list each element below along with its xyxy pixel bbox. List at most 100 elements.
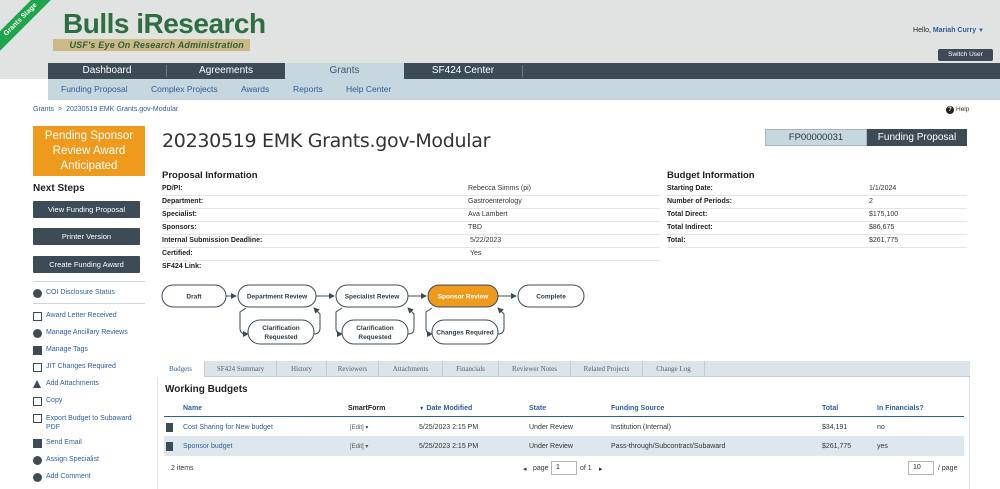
document-icon <box>166 423 173 432</box>
info-value: $86,675 <box>869 224 895 231</box>
caret-down-icon: ▾ <box>365 425 369 431</box>
info-row: Total: $261,775 <box>667 235 967 248</box>
info-value: Ava Lambert <box>468 211 508 218</box>
comment-icon <box>33 473 42 482</box>
help-link[interactable]: ? Help <box>946 106 969 114</box>
tab-reviewers[interactable]: Reviewers <box>327 361 379 377</box>
workflow-diagram: Draft Department Review Specialist Revie… <box>161 284 585 345</box>
nav-tab-agreements[interactable]: Agreements <box>199 65 253 76</box>
switch-user-button[interactable]: Switch User <box>938 49 993 61</box>
export-icon <box>33 414 42 423</box>
activity-manage-tags[interactable]: Manage Tags <box>33 346 88 355</box>
prev-page-icon[interactable]: ◂ <box>523 466 527 473</box>
info-value: Gastroenterology <box>468 198 522 205</box>
nav-divider <box>166 65 167 77</box>
edit-smartform-link[interactable]: [Edit] ▾ <box>350 443 368 450</box>
info-value: 1/1/2024 <box>869 185 897 192</box>
subnav-awards[interactable]: Awards <box>241 84 270 94</box>
col-header-date-modified[interactable]: ▼ Date Modified <box>419 405 472 412</box>
info-value: $261,775 <box>869 237 899 244</box>
working-budgets-heading: Working Budgets <box>165 384 248 395</box>
flow-node-complete <box>517 284 585 308</box>
envelope-icon <box>33 312 42 321</box>
info-row: Starting Date: 1/1/2024 <box>667 183 967 196</box>
activity-assign-specialist[interactable]: Assign Specialist <box>33 456 99 465</box>
activity-award-letter-received[interactable]: Award Letter Received <box>33 312 117 321</box>
tab-reviewer-notes[interactable]: Reviewer Notes <box>499 361 571 377</box>
breadcrumb-separator: > <box>58 106 63 113</box>
budget-name-link[interactable]: Sponsor budget <box>183 443 233 450</box>
col-header-total[interactable]: Total <box>822 405 839 412</box>
flow-node-draft <box>161 284 227 308</box>
info-label: Total Direct: <box>667 211 708 218</box>
info-label: Department: <box>162 198 204 205</box>
next-page-icon[interactable]: ▸ <box>599 466 603 473</box>
tab-financials[interactable]: Financials <box>443 361 499 377</box>
activity-copy[interactable]: Copy <box>33 397 62 406</box>
budget-name-link[interactable]: Cost Sharing for New budget <box>183 424 273 431</box>
total: $261,775 <box>822 443 852 450</box>
printer-version-button[interactable]: Printer Version <box>33 228 140 245</box>
flow-label-changes-required: Changes Required <box>436 330 493 337</box>
greeting-prefix: Hello, <box>913 27 931 34</box>
page-label: page <box>533 465 549 472</box>
create-funding-award-button[interactable]: Create Funding Award <box>33 256 140 273</box>
col-header-name[interactable]: Name <box>183 405 203 412</box>
user-menu[interactable]: Mariah Curry <box>932 27 977 34</box>
col-header-funding-source[interactable]: Funding Source <box>611 405 665 412</box>
page-number-input[interactable]: 1 <box>551 461 577 475</box>
activity-label-line-2: PDF <box>46 424 60 431</box>
breadcrumb-current[interactable]: 20230519 EMK Grants.gov-Modular <box>66 106 179 113</box>
activity-export-budget[interactable]: Export Budget to Subaward PDF <box>33 414 132 432</box>
subnav-funding-proposal[interactable]: Funding Proposal <box>61 84 128 94</box>
tab-attachments[interactable]: Attachments <box>379 361 443 377</box>
record-id-badge: FP00000031 <box>765 129 867 146</box>
main-nav: Dashboard Agreements Grants SF424 Center <box>0 63 1000 79</box>
tab-related-projects[interactable]: Related Projects <box>571 361 643 377</box>
flow-arrow <box>425 307 433 337</box>
tab-sf424-summary[interactable]: SF424 Summary <box>205 361 277 377</box>
subnav-help-center[interactable]: Help Center <box>346 84 392 94</box>
tab-history[interactable]: History <box>277 361 327 377</box>
nav-divider <box>522 65 523 77</box>
activity-label: Add Attachments <box>46 380 99 387</box>
activity-send-email[interactable]: Send Email <box>33 439 82 448</box>
app-logo-title[interactable]: Bulls iResearch <box>63 8 266 39</box>
flow-label-clar1-b: Requested <box>264 334 297 341</box>
nav-tab-sf424-center[interactable]: SF424 Center <box>431 65 495 76</box>
subnav-reports[interactable]: Reports <box>293 84 323 94</box>
app-header: Grants Stage Bulls iResearch USF's Eye O… <box>0 0 1000 63</box>
info-row: SF424 Link: <box>162 261 660 274</box>
activity-coi-disclosure-status[interactable]: COI Disclosure Status <box>33 289 115 298</box>
info-value: 2 <box>869 198 873 205</box>
info-label: Total Indirect: <box>667 224 713 231</box>
col-header-state[interactable]: State <box>529 405 547 412</box>
activities-divider <box>33 281 145 282</box>
activity-add-comment[interactable]: Add Comment <box>33 473 91 482</box>
col-header-in-financials[interactable]: In Financials? <box>877 405 924 412</box>
edit-smartform-link[interactable]: [Edit] ▾ <box>350 424 368 431</box>
view-funding-proposal-button[interactable]: View Funding Proposal <box>33 201 140 218</box>
breadcrumb-grants[interactable]: Grants <box>33 106 55 113</box>
edit-label: [Edit] <box>350 425 364 431</box>
per-page-label: / page <box>938 465 958 472</box>
in-financials: no <box>877 424 885 431</box>
subnav-complex-projects[interactable]: Complex Projects <box>151 84 218 94</box>
info-label: Certified: <box>162 250 193 257</box>
activity-add-attachments[interactable]: Add Attachments <box>33 380 99 388</box>
activity-jit-changes-required[interactable]: JIT Changes Required <box>33 363 116 372</box>
proposal-info-heading: Proposal Information <box>162 170 258 181</box>
page-title: 20230519 EMK Grants.gov-Modular <box>162 130 491 152</box>
page-size-input[interactable]: 10 <box>908 461 934 475</box>
flow-label-specialist-review: Specialist Review <box>345 294 400 301</box>
tab-budgets[interactable]: Budgets <box>157 361 205 377</box>
flow-node-changes-required <box>431 319 499 345</box>
nav-tab-grants[interactable]: Grants <box>285 63 404 79</box>
tab-change-log[interactable]: Change Log <box>643 361 705 377</box>
info-label: SF424 Link: <box>162 263 202 270</box>
nav-tab-dashboard[interactable]: Dashboard <box>82 65 132 76</box>
activity-manage-ancillary-reviews[interactable]: Manage Ancillary Reviews <box>33 329 128 338</box>
flow-arrow <box>239 307 249 337</box>
chevron-down-icon[interactable]: ▼ <box>978 28 984 34</box>
document-icon <box>166 442 173 451</box>
